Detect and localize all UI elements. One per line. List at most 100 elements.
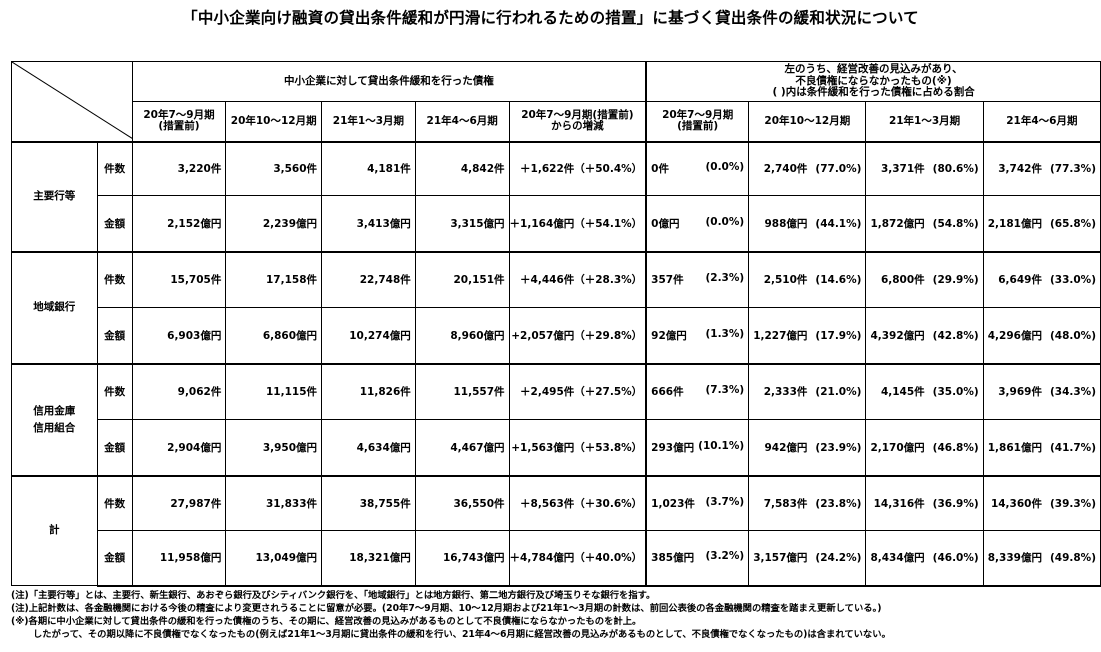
footnote: (※)各期に中小企業に対して貸出条件の緩和を行った債権のうち、その期に、経営改善… <box>11 616 642 627</box>
bank-total: 計 <box>11 474 98 586</box>
value-cell: 31,833件 <box>225 474 323 531</box>
header-col-improved-2008q3: 20年7～9月期 (措置前) <box>645 101 750 142</box>
improved-cell: 6,800件 (29.9%) <box>865 250 984 308</box>
value-cell: 20,151件 <box>414 250 510 308</box>
improved-cell: 2,333件 (21.0%) <box>748 362 867 420</box>
change-cell: ＋4,446件（＋28.3%） <box>508 250 647 308</box>
improved-cell: 0件 (0.0%) <box>645 140 750 196</box>
improved-cell: 988億円 (44.1%) <box>748 195 867 252</box>
value-cell: 3,413億円 <box>321 195 416 252</box>
value-cell: 11,958億円 <box>131 530 227 587</box>
header-col-improved-2009q1: 21年1～3月期 <box>865 101 984 142</box>
improved-cell: 3,157億円 (24.2%) <box>748 530 867 587</box>
improved-cell: 2,170億円 (46.8%) <box>865 419 984 476</box>
value-cell: 10,274億円 <box>321 307 416 364</box>
page-title: 「中小企業向け融資の貸出条件緩和が円滑に行われるための措置」に基づく貸出条件の緩… <box>182 9 919 27</box>
loan-relief-table: 中小企業に対して貸出条件緩和を行った債権 左のうち、経営改善の見込みがあり、 不… <box>11 61 1101 587</box>
improved-cell: 8,339億円 (49.8%) <box>982 530 1101 587</box>
bank-major: 主要行等 <box>11 140 98 252</box>
value-cell: 11,115件 <box>225 362 323 420</box>
improved-cell: 3,742件 (77.3%) <box>982 140 1101 196</box>
improved-cell: 385億円 (3.2%) <box>645 530 750 587</box>
footnotes: (注)「主要行等」とは、主要行、新生銀行、あおぞら銀行及びシティバンク銀行を、「… <box>11 589 1096 641</box>
improved-cell: 942億円 (23.9%) <box>748 419 867 476</box>
bank-shinkin: 信用金庫 信用組合 <box>11 362 98 476</box>
value-cell: 6,860億円 <box>225 307 323 364</box>
header-col-2009q1: 21年1～3月期 <box>321 101 416 142</box>
kind-amount: 金額 <box>96 530 133 587</box>
kind-count: 件数 <box>96 250 133 308</box>
header-group-relief: 中小企業に対して貸出条件緩和を行った債権 <box>131 61 647 102</box>
improved-cell: 666件 (7.3%) <box>645 362 750 420</box>
change-cell: +2,057億円（＋29.8%） <box>508 307 647 364</box>
footnote: (注)上記計数は、各金融機関における今後の精査により変更されうることに留意が必要… <box>11 603 882 614</box>
change-cell: ＋8,563件（＋30.6%） <box>508 474 647 531</box>
improved-cell: 3,371件 (80.6%) <box>865 140 984 196</box>
improved-cell: 4,145件 (35.0%) <box>865 362 984 420</box>
kind-count: 件数 <box>96 474 133 531</box>
value-cell: 18,321億円 <box>321 530 416 587</box>
value-cell: 38,755件 <box>321 474 416 531</box>
value-cell: 2,239億円 <box>225 195 323 252</box>
header-col-change: 20年7～9月期(措置前) からの増減 <box>508 101 647 142</box>
value-cell: 3,950億円 <box>225 419 323 476</box>
header-col-improved-2008q4: 20年10～12月期 <box>748 101 867 142</box>
header-col-improved-2009q2: 21年4～6月期 <box>982 101 1101 142</box>
improved-cell: 8,434億円 (46.0%) <box>865 530 984 587</box>
header-col-2008q3: 20年7～9月期 (措置前) <box>131 101 227 142</box>
improved-cell: 7,583件 (23.8%) <box>748 474 867 531</box>
value-cell: 2,152億円 <box>131 195 227 252</box>
footnote: したがって、その期以降に不良債権でなくなったもの(例えば21年1～3月期に貸出条… <box>33 629 891 640</box>
value-cell: 15,705件 <box>131 250 227 308</box>
change-cell: ＋1,622件（＋50.4%） <box>508 140 647 196</box>
value-cell: 3,560件 <box>225 140 323 196</box>
corner-cell <box>11 61 133 142</box>
value-cell: 11,826件 <box>321 362 416 420</box>
improved-cell: 14,360件 (39.3%) <box>982 474 1101 531</box>
improved-cell: 1,872億円 (54.8%) <box>865 195 984 252</box>
kind-amount: 金額 <box>96 195 133 252</box>
value-cell: 3,315億円 <box>414 195 510 252</box>
improved-cell: 1,861億円 (41.7%) <box>982 419 1101 476</box>
value-cell: 4,467億円 <box>414 419 510 476</box>
value-cell: 2,904億円 <box>131 419 227 476</box>
kind-count: 件数 <box>96 362 133 420</box>
value-cell: 4,181件 <box>321 140 416 196</box>
improved-cell: 3,969件 (34.3%) <box>982 362 1101 420</box>
change-cell: ＋2,495件（＋27.5%） <box>508 362 647 420</box>
value-cell: 8,960億円 <box>414 307 510 364</box>
value-cell: 36,550件 <box>414 474 510 531</box>
value-cell: 9,062件 <box>131 362 227 420</box>
change-cell: ＋1,164億円（＋54.1%） <box>508 195 647 252</box>
improved-cell: 357件 (2.3%) <box>645 250 750 308</box>
improved-cell: 4,296億円 (48.0%) <box>982 307 1101 364</box>
improved-cell: 14,316件 (36.9%) <box>865 474 984 531</box>
improved-cell: 2,740件 (77.0%) <box>748 140 867 196</box>
header-col-2009q2: 21年4～6月期 <box>414 101 510 142</box>
kind-amount: 金額 <box>96 307 133 364</box>
value-cell: 17,158件 <box>225 250 323 308</box>
improved-cell: 2,510件 (14.6%) <box>748 250 867 308</box>
improved-cell: 92億円 (1.3%) <box>645 307 750 364</box>
improved-cell: 0億円 (0.0%) <box>645 195 750 252</box>
value-cell: 11,557件 <box>414 362 510 420</box>
improved-cell: 6,649件 (33.0%) <box>982 250 1101 308</box>
header-col-2008q4: 20年10～12月期 <box>225 101 323 142</box>
improved-cell: 2,181億円 (65.8%) <box>982 195 1101 252</box>
kind-count: 件数 <box>96 140 133 196</box>
change-cell: ＋4,784億円（＋40.0%） <box>508 530 647 587</box>
improved-cell: 293億円 (10.1%) <box>645 419 750 476</box>
improved-cell: 4,392億円 (42.8%) <box>865 307 984 364</box>
value-cell: 4,634億円 <box>321 419 416 476</box>
value-cell: 3,220件 <box>131 140 227 196</box>
value-cell: 6,903億円 <box>131 307 227 364</box>
value-cell: 4,842件 <box>414 140 510 196</box>
kind-amount: 金額 <box>96 419 133 476</box>
value-cell: 13,049億円 <box>225 530 323 587</box>
header-group-improved: 左のうち、経営改善の見込みがあり、 不良債権にならなかったもの(※) ( )内は… <box>645 61 1101 102</box>
value-cell: 27,987件 <box>131 474 227 531</box>
bank-regional: 地域銀行 <box>11 250 98 364</box>
diagonal-line <box>12 62 132 139</box>
footnote: (注)「主要行等」とは、主要行、新生銀行、あおぞら銀行及びシティバンク銀行を、「… <box>11 590 656 601</box>
improved-cell: 1,023件 (3.7%) <box>645 474 750 531</box>
